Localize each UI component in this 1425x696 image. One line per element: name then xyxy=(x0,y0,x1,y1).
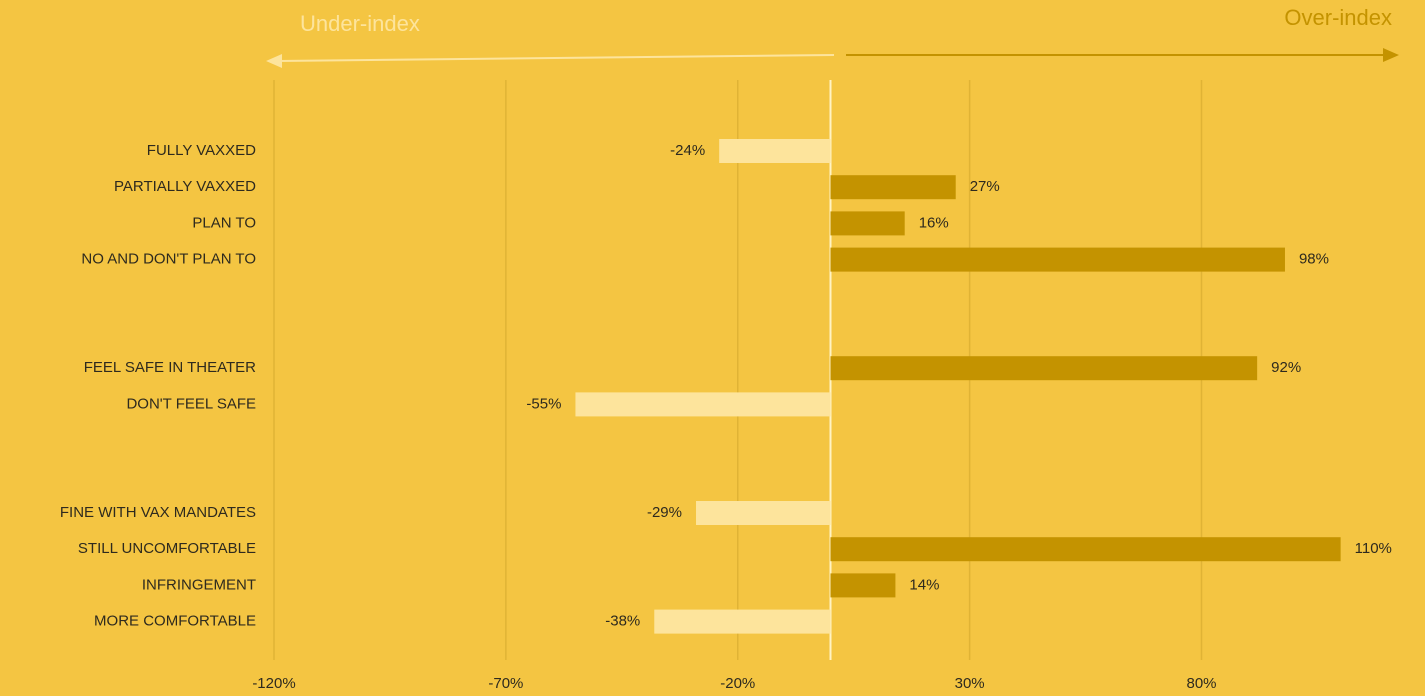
value-label: -55% xyxy=(526,395,561,412)
value-label: -24% xyxy=(670,142,705,159)
under-index-label: Under-index xyxy=(300,11,420,36)
under-arrow-head xyxy=(266,54,282,68)
x-tick-label: 30% xyxy=(955,675,985,692)
category-label: INFRINGEMENT xyxy=(142,576,256,593)
value-label: 14% xyxy=(909,576,939,593)
category-label: FEEL SAFE IN THEATER xyxy=(84,359,256,376)
category-label: PLAN TO xyxy=(192,214,256,231)
value-label: 92% xyxy=(1271,359,1301,376)
category-label: DON'T FEEL SAFE xyxy=(126,395,256,412)
category-label: FULLY VAXXED xyxy=(147,142,256,159)
over-index-label: Over-index xyxy=(1284,5,1392,30)
category-label: STILL UNCOMFORTABLE xyxy=(78,540,256,557)
bar xyxy=(575,392,831,417)
value-label: -29% xyxy=(647,504,682,521)
bar xyxy=(830,247,1285,272)
bar xyxy=(830,175,956,200)
value-label: 16% xyxy=(919,214,949,231)
under-arrow-line xyxy=(277,54,835,62)
value-label: 98% xyxy=(1299,251,1329,268)
bar xyxy=(830,537,1341,562)
value-label: -38% xyxy=(605,613,640,630)
over-arrow-head xyxy=(1383,48,1399,62)
category-label: PARTIALLY VAXXED xyxy=(114,178,256,195)
bar xyxy=(830,211,905,236)
bar xyxy=(696,501,831,525)
bar xyxy=(830,573,896,598)
x-tick-label: -70% xyxy=(488,675,523,692)
value-label: 110% xyxy=(1355,540,1392,557)
category-label: NO AND DON'T PLAN TO xyxy=(81,251,256,268)
bar xyxy=(654,609,831,634)
x-tick-label: 80% xyxy=(1186,675,1216,692)
category-label: FINE WITH VAX MANDATES xyxy=(60,504,256,521)
bar xyxy=(830,356,1258,381)
x-tick-label: -120% xyxy=(252,675,295,692)
x-tick-label: -20% xyxy=(720,675,755,692)
value-label: 27% xyxy=(970,178,1000,195)
category-label: MORE COMFORTABLE xyxy=(94,613,256,630)
bar xyxy=(719,139,831,163)
